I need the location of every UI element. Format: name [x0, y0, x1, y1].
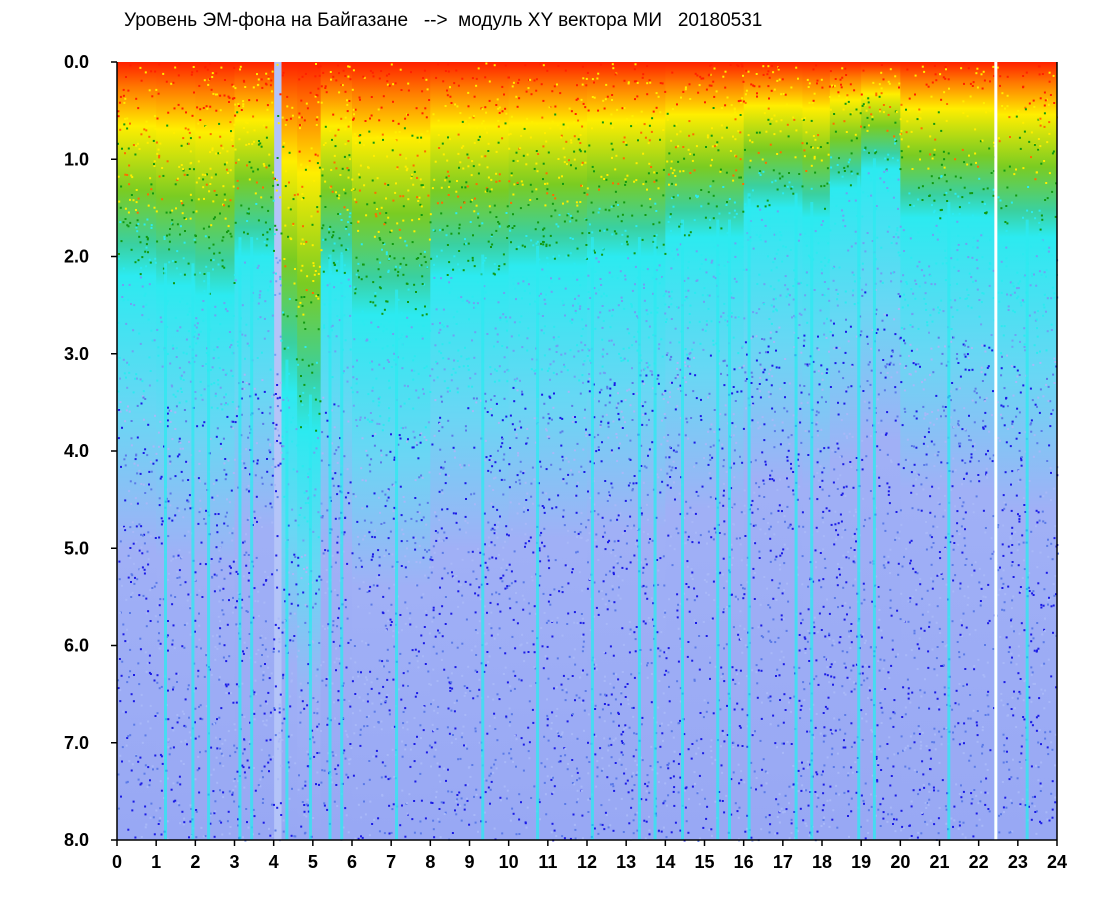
activity-band — [587, 62, 666, 840]
x-tick-label: 20 — [890, 852, 910, 872]
data-gap — [994, 62, 998, 840]
streak — [207, 272, 211, 840]
x-tick-label: 5 — [308, 852, 318, 872]
streak — [947, 202, 951, 841]
activity-band — [802, 62, 831, 840]
streak — [590, 237, 594, 841]
x-tick-label: 2 — [190, 852, 200, 872]
x-tick-label: 9 — [464, 852, 474, 872]
y-tick-label: 6.0 — [64, 636, 89, 656]
streak — [810, 202, 814, 841]
x-tick-label: 6 — [347, 852, 357, 872]
streak — [328, 254, 332, 840]
streak — [716, 219, 720, 841]
activity-band — [156, 62, 196, 840]
activity-band — [352, 62, 431, 840]
streak — [395, 289, 399, 840]
streak — [728, 219, 731, 841]
y-tick-label: 5.0 — [64, 538, 89, 558]
activity-band — [281, 62, 298, 840]
streak — [637, 237, 641, 841]
streak — [285, 359, 289, 840]
x-tick-label: 13 — [616, 852, 636, 872]
x-tick-label: 10 — [499, 852, 519, 872]
chart-title: Уровень ЭМ-фона на Байгазане --> модуль … — [124, 10, 763, 31]
x-tick-label: 7 — [386, 852, 396, 872]
streak — [681, 219, 684, 841]
x-tick-label: 18 — [812, 852, 832, 872]
x-tick-label: 0 — [112, 852, 122, 872]
x-tick-label: 16 — [734, 852, 754, 872]
y-tick-label: 2.0 — [64, 247, 89, 267]
y-tick-label: 1.0 — [64, 149, 89, 169]
streak — [794, 193, 798, 841]
x-tick-labels: 0 1 2 3 4 5 6 7 8 9 10 11 12 13 14 15 16 17 18 19 20 21 22 23 24 — [112, 852, 1067, 872]
x-tick-label: 8 — [425, 852, 435, 872]
streak — [238, 237, 242, 841]
x-tick-label: 17 — [773, 852, 793, 872]
x-tick-label: 4 — [269, 852, 279, 872]
x-tick-label: 21 — [929, 852, 949, 872]
y-tick-label: 8.0 — [64, 830, 89, 850]
streak — [857, 175, 861, 841]
streak — [653, 237, 657, 841]
y-tick-label: 7.0 — [64, 733, 89, 753]
activity-band — [665, 62, 745, 840]
x-tick-label: 19 — [851, 852, 871, 872]
y-tick-label: 0.0 — [64, 52, 89, 72]
activity-band — [430, 62, 510, 840]
streak — [536, 245, 540, 841]
streak — [872, 158, 876, 841]
streak — [308, 394, 312, 840]
streak — [191, 263, 195, 840]
x-tick-label: 1 — [151, 852, 161, 872]
axes — [111, 61, 1058, 846]
heatmap-area — [117, 62, 1059, 842]
x-tick-label: 12 — [577, 852, 597, 872]
streak — [164, 263, 167, 840]
streak — [747, 193, 751, 841]
x-tick-label: 14 — [655, 852, 675, 872]
x-tick-label: 24 — [1047, 852, 1067, 872]
y-tick-labels: 0.0 1.0 2.0 3.0 4.0 5.0 6.0 7.0 8.0 — [64, 52, 89, 850]
x-tick-label: 3 — [229, 852, 239, 872]
x-tick-label: 15 — [694, 852, 714, 872]
activity-band — [743, 62, 803, 840]
x-tick-label: 23 — [1008, 852, 1028, 872]
activity-band — [117, 62, 157, 840]
y-tick-label: 4.0 — [64, 441, 89, 461]
streak — [1025, 219, 1029, 841]
x-tick-label: 22 — [969, 852, 989, 872]
streak — [340, 254, 344, 840]
y-tick-label: 3.0 — [64, 344, 89, 364]
streak — [481, 254, 485, 840]
x-tick-label: 11 — [538, 852, 557, 872]
streak — [250, 237, 254, 841]
